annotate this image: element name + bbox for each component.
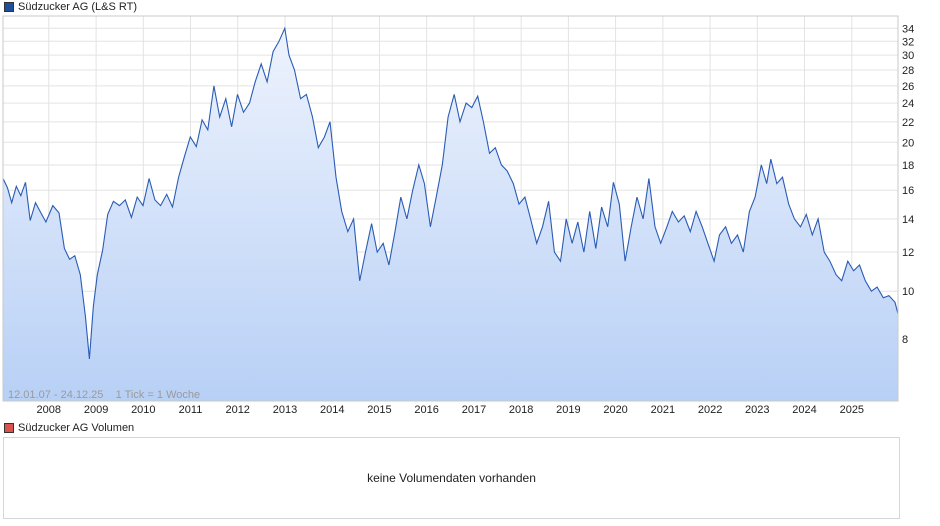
x-tick-label: 2010 — [131, 404, 155, 416]
x-tick-label: 2023 — [745, 404, 769, 416]
x-tick-label: 2020 — [603, 404, 627, 416]
price-legend-label: Südzucker AG (L&S RT) — [18, 1, 138, 13]
x-tick-label: 2024 — [792, 404, 816, 416]
price-line — [2, 26, 899, 359]
y-tick-label: 24 — [902, 98, 914, 110]
date-range-info: 12.01.07 - 24.12.25 1 Tick = 1 Woche — [8, 389, 200, 401]
price-legend-swatch — [4, 2, 14, 12]
x-tick-label: 2008 — [37, 404, 61, 416]
volume-legend-label: Südzucker AG Volumen — [18, 422, 135, 434]
x-axis-ticks: 2008 2009 2010 2011 2012 2013 2014 2015 2016 2017… — [37, 404, 865, 416]
x-tick-label: 2012 — [225, 404, 249, 416]
x-tick-label: 2009 — [84, 404, 108, 416]
x-tick-label: 2018 — [509, 404, 533, 416]
y-tick-label: 12 — [902, 247, 914, 259]
y-tick-label: 30 — [902, 50, 914, 62]
x-tick-label: 2022 — [698, 404, 722, 416]
y-tick-label: 18 — [902, 160, 914, 172]
x-tick-label: 2016 — [414, 404, 438, 416]
y-tick-label: 20 — [902, 137, 914, 149]
x-tick-label: 2014 — [320, 404, 344, 416]
y-tick-label: 28 — [902, 65, 914, 77]
y-tick-label: 8 — [902, 334, 908, 346]
y-tick-label: 32 — [902, 36, 914, 48]
volume-panel: keine Volumendaten vorhanden — [3, 437, 900, 519]
y-tick-label: 16 — [902, 185, 914, 197]
x-tick-label: 2011 — [179, 404, 203, 416]
y-tick-label: 26 — [902, 81, 914, 93]
x-tick-label: 2019 — [556, 404, 580, 416]
volume-legend: Südzucker AG Volumen — [4, 421, 134, 435]
y-tick-label: 10 — [902, 286, 914, 298]
price-legend: Südzucker AG (L&S RT) — [4, 0, 137, 14]
price-area-fill — [3, 28, 898, 402]
plot-frame — [2, 15, 899, 402]
y-tick-label: 34 — [902, 23, 914, 35]
x-tick-label: 2025 — [840, 404, 864, 416]
x-tick-label: 2021 — [651, 404, 675, 416]
x-tick-label: 2015 — [367, 404, 391, 416]
y-tick-label: 14 — [902, 214, 914, 226]
x-tick-label: 2017 — [462, 404, 486, 416]
y-tick-label: 22 — [902, 117, 914, 129]
volume-legend-swatch — [4, 423, 14, 433]
volume-empty-message: keine Volumendaten vorhanden — [367, 471, 536, 485]
x-tick-label: 2013 — [273, 404, 297, 416]
